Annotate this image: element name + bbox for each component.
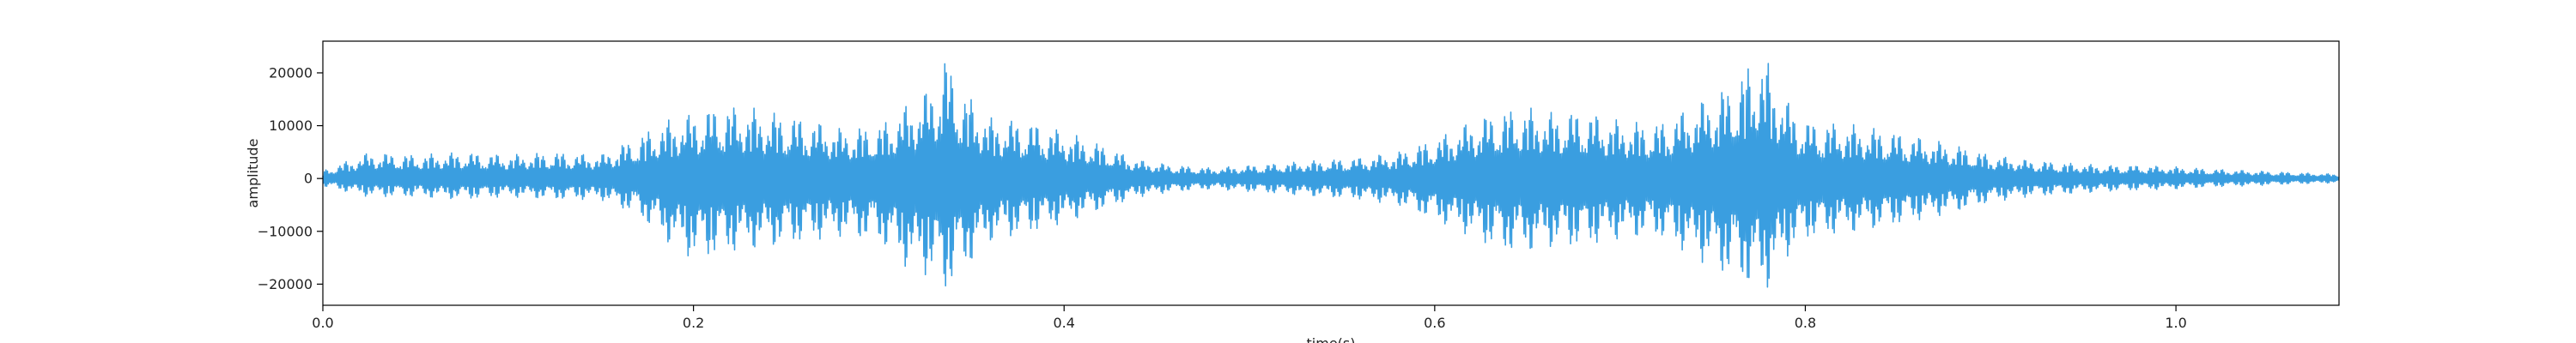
y-tick-label: 0 <box>304 171 313 187</box>
x-tick-label: 0.6 <box>1424 315 1445 331</box>
axes-frame <box>322 40 2340 306</box>
plot-area <box>322 63 2340 288</box>
x-tick-label: 0.4 <box>1054 315 1075 331</box>
y-axis-label: amplitude <box>245 139 261 208</box>
x-tick-label: 0.0 <box>312 315 333 331</box>
x-axis-label: time(s) <box>1307 335 1356 343</box>
waveform-line <box>322 63 2340 288</box>
y-tick-label: −10000 <box>258 223 313 239</box>
x-tick-label: 0.2 <box>683 315 704 331</box>
x-tick-label: 0.8 <box>1795 315 1816 331</box>
y-tick-label: 10000 <box>269 117 313 134</box>
y-tick-label: −20000 <box>258 276 313 292</box>
x-tick-label: 1.0 <box>2165 315 2186 331</box>
y-tick-label: 20000 <box>269 64 313 81</box>
y-axis: −20000 −10000 0 10000 20000 <box>258 64 323 292</box>
x-axis: 0.0 0.2 0.4 0.6 0.8 1.0 <box>312 305 2187 331</box>
